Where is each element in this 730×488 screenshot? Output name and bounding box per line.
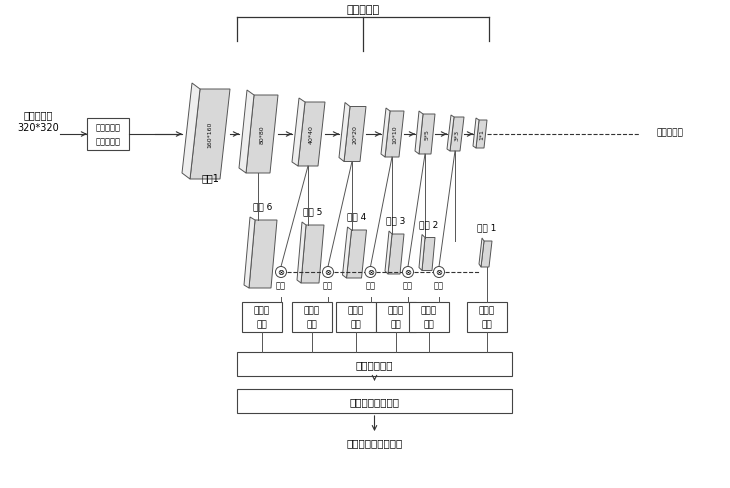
Polygon shape [244, 218, 255, 288]
Polygon shape [190, 90, 230, 180]
Text: 融合: 融合 [323, 281, 333, 290]
Text: ⊗: ⊗ [325, 268, 331, 277]
Text: 分类及: 分类及 [254, 306, 270, 315]
Text: 定位: 定位 [307, 320, 318, 329]
Text: 输出分类及定位结果: 输出分类及定位结果 [346, 437, 403, 447]
Polygon shape [298, 103, 325, 167]
Polygon shape [447, 116, 454, 152]
Polygon shape [339, 103, 350, 162]
Bar [467, 303, 507, 332]
Circle shape [323, 267, 334, 278]
Polygon shape [388, 235, 404, 274]
Polygon shape [344, 107, 366, 162]
Text: 定位: 定位 [423, 320, 434, 329]
Text: 5*5: 5*5 [425, 129, 429, 140]
Polygon shape [297, 223, 306, 284]
Text: 1*1: 1*1 [479, 129, 484, 140]
Polygon shape [385, 231, 392, 274]
Text: 非极大値抑制: 非极大値抑制 [356, 359, 393, 369]
Circle shape [402, 267, 413, 278]
Polygon shape [385, 112, 404, 158]
Text: 分类及: 分类及 [479, 306, 495, 315]
Text: 40*40: 40*40 [309, 125, 314, 144]
Bar [409, 303, 449, 332]
Text: 部分遥挡处理模块: 部分遥挡处理模块 [350, 396, 399, 406]
Bar [237, 352, 512, 376]
Polygon shape [479, 239, 484, 267]
Polygon shape [249, 221, 277, 288]
Text: 特征 6: 特征 6 [253, 202, 273, 211]
Polygon shape [381, 109, 390, 158]
Text: 融合: 融合 [403, 281, 413, 290]
Text: 分类及: 分类及 [304, 306, 320, 315]
Text: ⊗: ⊗ [367, 268, 374, 277]
Text: 10*10: 10*10 [392, 125, 397, 144]
Text: 定位: 定位 [482, 320, 492, 329]
Text: 定位: 定位 [391, 320, 402, 329]
Text: 特征 3: 特征 3 [386, 216, 406, 225]
Text: 融合: 融合 [366, 281, 375, 290]
Text: 特征 2: 特征 2 [419, 220, 438, 228]
Text: 卷积1: 卷积1 [201, 173, 219, 183]
Text: 320*320: 320*320 [17, 123, 59, 133]
Polygon shape [422, 238, 435, 271]
Text: 定位: 定位 [350, 320, 361, 329]
Text: 双线性插値: 双线性插値 [656, 128, 683, 137]
Circle shape [365, 267, 376, 278]
Text: 20*20: 20*20 [353, 125, 358, 144]
Polygon shape [182, 84, 200, 180]
Text: 160*160: 160*160 [207, 122, 212, 148]
Text: ⊗: ⊗ [277, 268, 285, 277]
Text: 特征 1: 特征 1 [477, 223, 496, 232]
Polygon shape [419, 235, 425, 271]
Bar [237, 389, 512, 413]
Text: 特征 4: 特征 4 [347, 212, 366, 221]
Polygon shape [246, 96, 278, 174]
Polygon shape [450, 118, 464, 152]
Polygon shape [415, 112, 423, 155]
Polygon shape [473, 119, 479, 149]
Bar [242, 303, 282, 332]
Bar [336, 303, 376, 332]
Text: 80*80: 80*80 [259, 125, 264, 144]
Text: 输入原图像: 输入原图像 [23, 110, 53, 120]
Text: 倒残差结构: 倒残差结构 [347, 5, 380, 15]
Polygon shape [347, 230, 366, 279]
Polygon shape [342, 227, 352, 279]
Polygon shape [301, 225, 324, 284]
Text: 定位: 定位 [257, 320, 267, 329]
Text: 分类及: 分类及 [388, 306, 404, 315]
Polygon shape [476, 121, 487, 149]
Text: 3*3: 3*3 [455, 129, 459, 140]
Text: 分类及: 分类及 [348, 306, 364, 315]
Text: 融合: 融合 [434, 281, 444, 290]
Text: 分类及: 分类及 [421, 306, 437, 315]
Bar [292, 303, 332, 332]
Bar [87, 119, 129, 151]
Text: ⊗: ⊗ [436, 268, 442, 277]
Text: 特征 5: 特征 5 [303, 207, 322, 216]
Polygon shape [481, 242, 492, 267]
Text: 融合: 融合 [276, 281, 286, 290]
Text: 成对抗网络: 成对抗网络 [96, 137, 120, 146]
Text: ⊗: ⊗ [404, 268, 412, 277]
Polygon shape [239, 91, 254, 174]
Polygon shape [292, 99, 305, 167]
Circle shape [434, 267, 445, 278]
Text: 协同调制生: 协同调制生 [96, 123, 120, 132]
Polygon shape [419, 115, 435, 155]
Circle shape [275, 267, 286, 278]
Bar [376, 303, 416, 332]
